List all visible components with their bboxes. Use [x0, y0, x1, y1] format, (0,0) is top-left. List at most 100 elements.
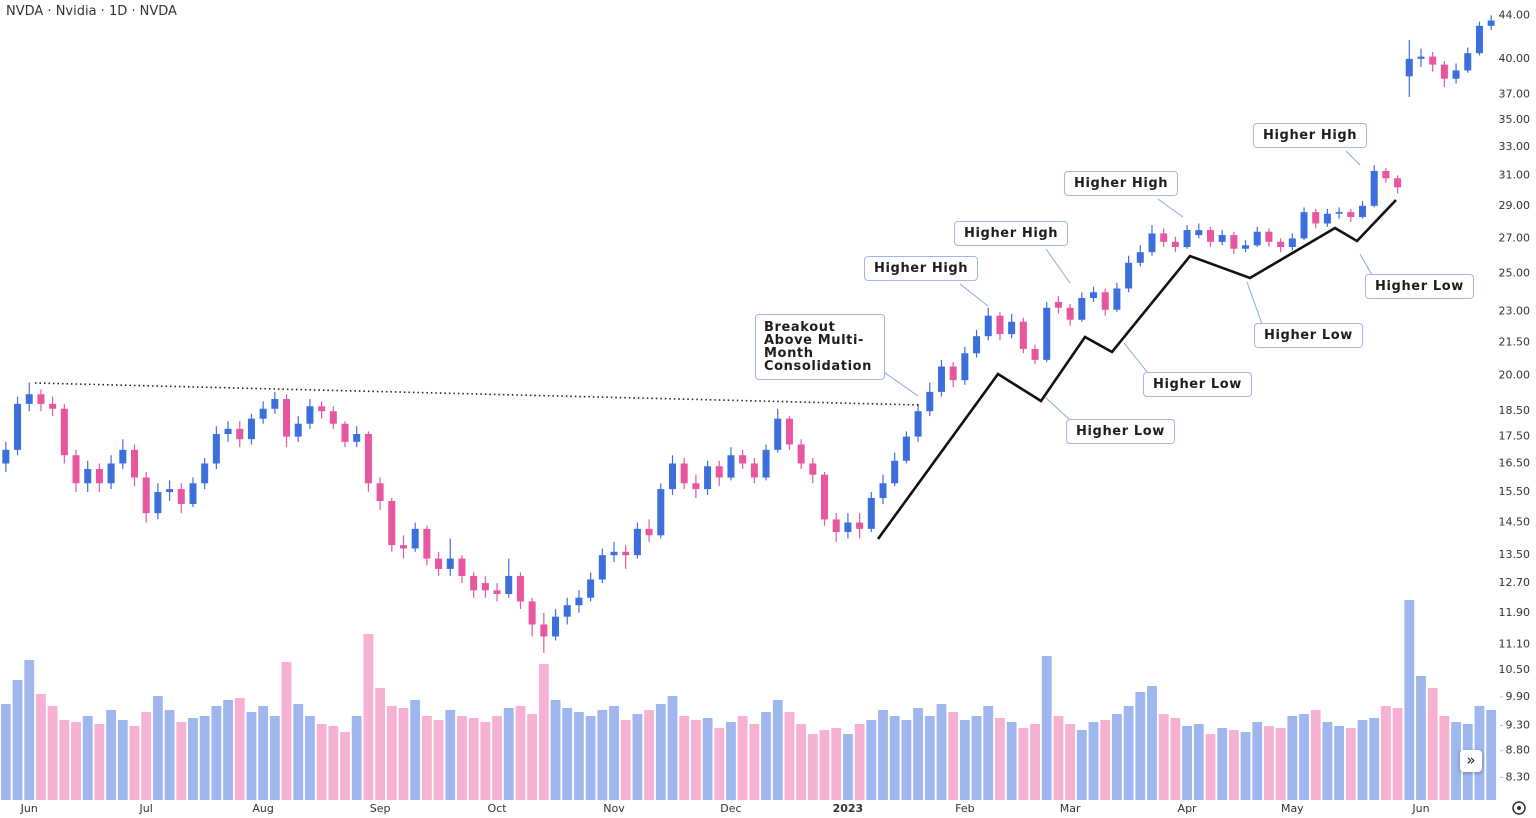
volume-bar: [492, 716, 502, 800]
candle-body: [867, 497, 875, 529]
x-tick-label: Oct: [488, 802, 508, 815]
candle-body: [750, 463, 758, 478]
volume-bar: [94, 724, 105, 800]
volume-bar: [1147, 686, 1157, 800]
volume-bar: [281, 662, 292, 800]
y-tick-label: 9.30: [1506, 718, 1531, 731]
volume-bar: [632, 714, 643, 800]
candle-body: [984, 315, 992, 337]
volume-bar: [1182, 726, 1192, 800]
volume-bar: [761, 712, 771, 800]
candle-body: [633, 528, 641, 556]
volume-bar: [1416, 676, 1426, 800]
resistance-line: [34, 382, 921, 406]
volume-bar: [445, 710, 456, 800]
candle-body: [727, 455, 735, 478]
candle-body: [774, 418, 782, 450]
candle-body: [1394, 178, 1402, 188]
x-tick-label: Jun: [20, 802, 38, 815]
volume-bar: [878, 710, 888, 800]
candle-layer: [2, 15, 1495, 653]
candle-body: [1206, 230, 1214, 242]
candle-body: [961, 353, 969, 381]
y-tick-label: 37.00: [1499, 87, 1531, 100]
volume-bar: [655, 704, 666, 800]
annotation: Breakout Above Multi-Month Consolidation: [755, 314, 885, 380]
volume-bar: [749, 724, 760, 800]
candle-body: [1464, 53, 1472, 71]
candle-body: [1230, 235, 1238, 249]
candle-body: [1195, 230, 1203, 236]
candle-body: [318, 406, 326, 412]
x-tick-label: Apr: [1178, 802, 1198, 815]
volume-bar: [433, 720, 444, 800]
candle-body: [645, 528, 653, 536]
volume-bar: [328, 726, 339, 800]
candle-body: [1323, 213, 1331, 224]
volume-bar: [375, 688, 386, 800]
candle-body: [306, 406, 314, 424]
x-tick-label: Feb: [955, 802, 974, 815]
candle-body: [1417, 56, 1425, 59]
volume-bar: [585, 716, 596, 800]
axes: 44.00 40.00 37.00 35.00 33.00 31.00 29.00 27.00…: [20, 8, 1530, 815]
annotation: Higher Low: [1254, 323, 1363, 348]
volume-bar: [679, 716, 690, 800]
candle-body: [154, 492, 162, 514]
volume-bar: [1287, 716, 1298, 800]
y-tick-label: 20.00: [1499, 369, 1531, 382]
y-tick-label: 40.00: [1499, 52, 1531, 65]
candle-body: [844, 522, 852, 533]
candle-body: [598, 555, 606, 580]
y-tick-label: 35.00: [1499, 113, 1531, 126]
candle-body: [259, 408, 267, 419]
volume-bar: [1100, 720, 1111, 800]
volume-bar: [1380, 706, 1391, 800]
candle-body: [1101, 292, 1109, 310]
candle-body: [879, 483, 887, 498]
y-tick-label: 33.00: [1499, 140, 1531, 153]
volume-bar: [831, 728, 842, 800]
candle-body: [926, 391, 934, 412]
candle-body: [1358, 205, 1367, 217]
volume-bar: [47, 706, 58, 800]
candle-body: [411, 528, 419, 549]
volume-bar: [1345, 728, 1356, 800]
x-tick-label: 2023: [833, 802, 864, 815]
volume-bar: [1275, 728, 1286, 800]
volume-bar: [901, 720, 912, 800]
scroll-to-latest-button[interactable]: »: [1460, 750, 1482, 772]
candle-body: [142, 477, 150, 514]
candle-body: [528, 601, 536, 625]
annotation: Higher High: [954, 221, 1069, 246]
volume-bar: [1088, 722, 1099, 800]
volume-bar: [211, 706, 222, 800]
settings-icon[interactable]: [1512, 801, 1526, 815]
candle-body: [505, 575, 513, 595]
volume-bar: [199, 716, 210, 800]
volume-bar: [24, 660, 35, 800]
volume-bar: [772, 700, 783, 800]
symbol-header: NVDA · Nvidia · 1D · NVDA: [6, 4, 177, 19]
candle-body: [376, 483, 384, 501]
candle-body: [856, 522, 864, 529]
candle-body: [84, 469, 92, 484]
volume-bar: [1030, 724, 1040, 800]
volume-bar: [1018, 728, 1029, 800]
volume-bar: [574, 712, 584, 800]
candle-body: [1183, 230, 1191, 247]
volume-bar: [1205, 734, 1216, 800]
volume-bar: [1404, 600, 1415, 800]
volume-bar: [550, 700, 561, 800]
candle-body: [107, 463, 115, 484]
volume-bar: [690, 720, 701, 800]
candle-body: [1160, 233, 1168, 242]
trend-zigzag: [876, 199, 1397, 540]
volume-bar: [1076, 730, 1087, 800]
candle-body: [657, 489, 665, 536]
y-tick-label: 17.50: [1499, 430, 1531, 443]
candle-body: [177, 489, 185, 504]
candle-body: [610, 551, 618, 556]
candle-body: [1288, 238, 1296, 247]
candle-body: [1218, 235, 1226, 242]
